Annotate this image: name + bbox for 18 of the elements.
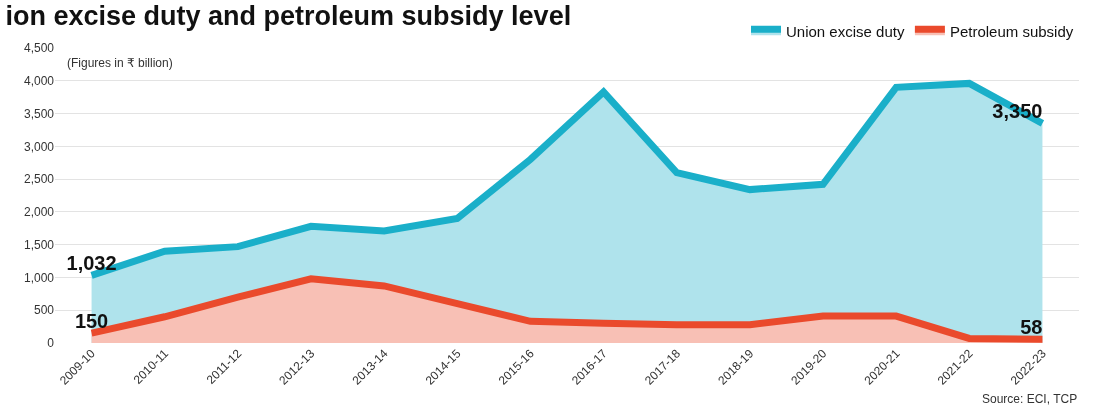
data-label: 58 <box>1020 316 1043 339</box>
y-tick-label: 4,000 <box>23 73 55 88</box>
data-label: 150 <box>74 310 109 333</box>
data-label: 1,032 <box>66 252 117 275</box>
y-tick-label: 3,500 <box>23 106 55 121</box>
annotation: (Figures in ₹ billion) <box>67 56 173 70</box>
chart-title: ion excise duty and petroleum subsidy level <box>5 1 572 32</box>
y-tick-label: 2,500 <box>23 172 55 187</box>
y-tick-label: 1,000 <box>23 270 55 285</box>
legend-label: Union excise duty <box>786 23 905 41</box>
y-tick-label: 2,000 <box>23 205 55 220</box>
source-note: Source: ECI, TCP <box>982 392 1078 406</box>
y-tick-label: 4,500 <box>23 41 55 56</box>
legend-label: Petroleum subsidy <box>949 23 1074 41</box>
y-tick-label: 3,000 <box>23 139 55 154</box>
y-tick-label: 1,500 <box>23 237 55 252</box>
y-tick-label: 0 <box>47 336 55 351</box>
y-tick-label: 500 <box>33 303 55 318</box>
